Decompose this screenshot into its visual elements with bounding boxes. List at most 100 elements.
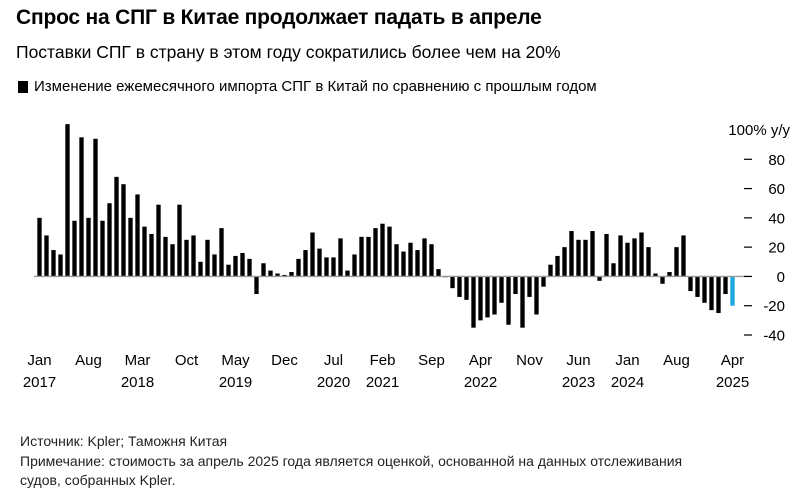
bar: [359, 236, 364, 277]
x-tick-label-month: Feb: [370, 352, 396, 369]
bar: [254, 276, 259, 294]
bar: [527, 276, 532, 297]
chart-subtitle: Поставки СПГ в страну в этом году сократ…: [16, 42, 561, 62]
bar: [170, 244, 175, 277]
bar: [618, 235, 623, 277]
bar: [366, 236, 371, 277]
note-text-line1: Примечание: стоимость за апрель 2025 год…: [20, 453, 683, 469]
bar: [695, 276, 700, 297]
bar: [562, 247, 567, 277]
bar: [226, 264, 231, 277]
bar: [590, 231, 595, 277]
bar: [639, 232, 644, 277]
bar: [163, 236, 168, 277]
bar: [513, 276, 518, 294]
bar: [86, 217, 91, 277]
bar: [296, 258, 301, 277]
x-tick-label-month: Apr: [469, 352, 492, 369]
bar: [653, 273, 658, 277]
bar: [65, 124, 70, 277]
bar: [184, 239, 189, 277]
bar: [499, 276, 504, 303]
x-tick-label-month: Jan: [27, 352, 51, 369]
legend-label: Изменение ежемесячного импорта СПГ в Кит…: [34, 78, 597, 95]
bar: [51, 250, 56, 277]
bar: [541, 276, 546, 287]
bar: [415, 250, 420, 277]
note-text-line2: судов, собранных Kpler.: [20, 472, 176, 488]
bar: [212, 254, 217, 277]
bar: [716, 276, 721, 314]
bar: [709, 276, 714, 311]
bar: [723, 276, 728, 294]
bar: [331, 257, 336, 277]
x-tick-label-year: 2017: [23, 374, 56, 391]
bar: [583, 239, 588, 277]
bar: [114, 176, 119, 277]
x-tick-label-year: 2024: [611, 374, 644, 391]
bar: [275, 273, 280, 277]
bar: [387, 226, 392, 277]
bar: [205, 239, 210, 277]
bar: [471, 276, 476, 328]
x-tick-label-month: Mar: [125, 352, 151, 369]
bar: [548, 264, 553, 277]
y-tick-label: 60: [768, 181, 785, 198]
bar: [100, 220, 105, 277]
bar: [352, 254, 357, 277]
bar: [177, 204, 182, 277]
bar: [576, 239, 581, 277]
bar: [660, 276, 665, 284]
y-tick-label: 20: [768, 240, 785, 257]
x-tick-label-month: Aug: [663, 352, 690, 369]
x-tick-label-year: 2025: [716, 374, 749, 391]
bar: [317, 248, 322, 277]
bar: [289, 272, 294, 277]
bar: [233, 255, 238, 277]
bar: [72, 220, 77, 277]
y-axis-label: 100% y/y: [728, 122, 790, 139]
y-tick-label: 80: [768, 152, 785, 169]
bar: [268, 270, 273, 277]
bar: [506, 276, 511, 325]
legend-swatch: [18, 80, 28, 93]
bar: [37, 217, 42, 277]
x-tick-label-year: 2020: [317, 374, 350, 391]
x-tick-label-month: Dec: [271, 352, 298, 369]
chart-title: Спрос на СПГ в Китае продолжает падать в…: [16, 6, 542, 29]
x-tick-label-month: May: [221, 352, 250, 369]
bar: [79, 137, 84, 277]
bar: [121, 184, 126, 277]
bar: [485, 276, 490, 318]
bar: [408, 242, 413, 277]
bar: [597, 276, 602, 281]
bar: [429, 244, 434, 277]
x-tick-label-year: 2021: [366, 374, 399, 391]
bar: [338, 238, 343, 277]
bar: [520, 276, 525, 328]
x-tick-label-month: Apr: [721, 352, 744, 369]
x-tick-label-month: Sep: [418, 352, 445, 369]
x-tick-label-month: Jun: [566, 352, 590, 369]
bar: [478, 276, 483, 321]
source-text: Источник: Kpler; Таможня Китая: [20, 433, 228, 449]
bar: [492, 276, 497, 315]
bar: [674, 247, 679, 277]
x-tick-label-month: Oct: [175, 352, 199, 369]
bar: [282, 274, 287, 277]
y-tick-label: 40: [768, 210, 785, 227]
bar: [93, 138, 98, 277]
bar: [149, 233, 154, 277]
bar: [44, 235, 49, 277]
bar: [569, 231, 574, 277]
bar: [401, 251, 406, 277]
bar: [303, 250, 308, 277]
x-tick-label-month: Jan: [615, 352, 639, 369]
x-tick-label-month: Nov: [516, 352, 543, 369]
bar-estimate: [730, 276, 735, 306]
bar-chart: 80 60 40 20 0 -20 -40 100% y/y Jan 2017 Aug Mar 2018…: [23, 122, 791, 391]
bar: [625, 242, 630, 277]
bar: [324, 257, 329, 277]
bar: [380, 223, 385, 277]
bar: [632, 238, 637, 277]
